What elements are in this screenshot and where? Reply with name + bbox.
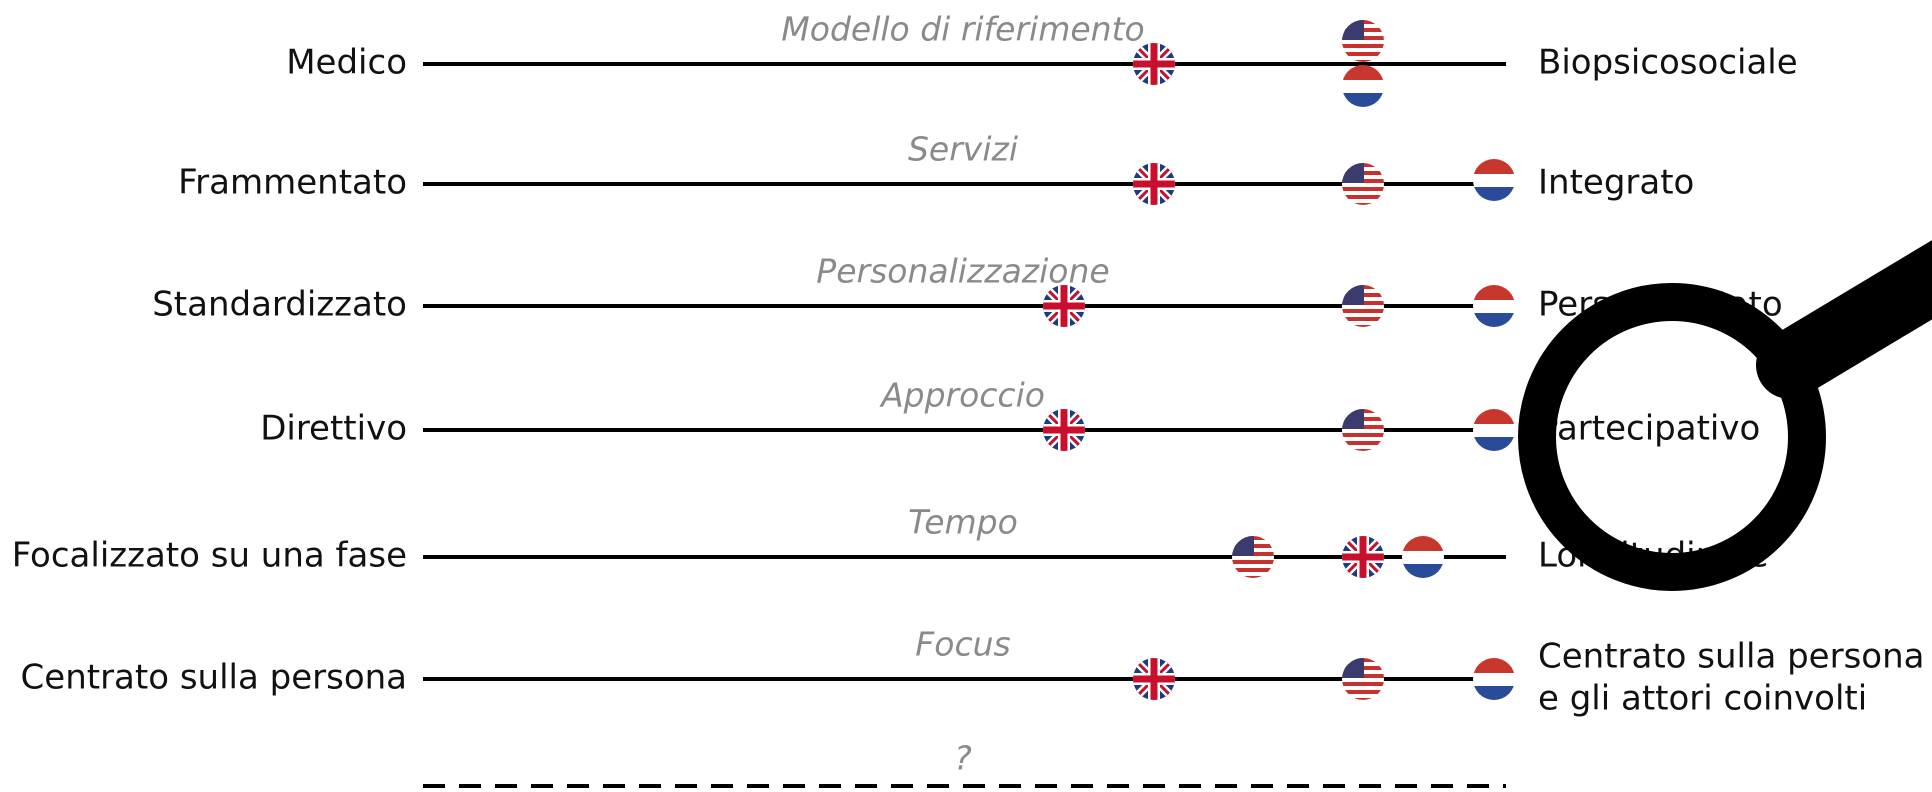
right-label: Centrato sulla persona xyxy=(1538,637,1924,677)
rows: Medico Modello di riferimento Biopsicosoci… xyxy=(12,10,1925,787)
flag-uk xyxy=(1043,285,1085,327)
flag-us xyxy=(1342,409,1384,453)
flag-uk xyxy=(1133,163,1175,205)
category-label: Servizi xyxy=(908,130,1018,169)
flag-nl xyxy=(1473,159,1515,201)
flag-uk xyxy=(1043,409,1085,451)
left-label: Focalizzato su una fase xyxy=(12,536,407,576)
flag-uk xyxy=(1342,536,1384,578)
flag-us xyxy=(1342,285,1384,329)
left-label: Centrato sulla persona xyxy=(21,658,407,698)
flag-uk xyxy=(1133,658,1175,700)
left-label: Frammentato xyxy=(178,163,407,203)
right-label: Biopsicosociale xyxy=(1538,43,1798,83)
flag-us xyxy=(1342,658,1384,702)
category-label: Focus xyxy=(915,625,1010,664)
category-label: Modello di riferimento xyxy=(781,10,1144,49)
right-label: Partecipativo xyxy=(1538,409,1760,449)
flag-us xyxy=(1232,536,1274,580)
flag-us xyxy=(1342,20,1384,64)
slide: Medico Modello di riferimento Biopsicosoci… xyxy=(0,0,1932,792)
flag-nl xyxy=(1473,658,1515,700)
category-label: Approccio xyxy=(879,376,1045,415)
flag-nl xyxy=(1342,65,1384,107)
left-label: Standardizzato xyxy=(152,285,407,325)
flag-nl xyxy=(1402,536,1444,578)
right-label: Integrato xyxy=(1538,163,1694,203)
category-label: ? xyxy=(954,739,972,778)
flag-nl xyxy=(1473,409,1515,451)
category-label: Tempo xyxy=(908,503,1018,542)
right-label: e gli attori coinvolti xyxy=(1538,679,1867,719)
left-label: Medico xyxy=(286,43,407,83)
left-label: Direttivo xyxy=(260,409,407,449)
flag-nl xyxy=(1473,285,1515,327)
category-label: Personalizzazione xyxy=(816,252,1109,291)
flag-uk xyxy=(1133,43,1175,85)
flag-us xyxy=(1342,163,1384,207)
